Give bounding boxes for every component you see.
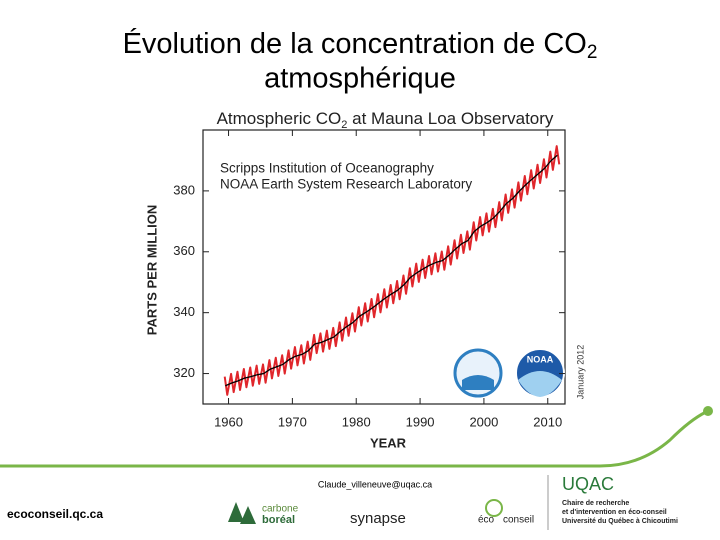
annotation: NOAA Earth System Research Laboratory (220, 177, 472, 192)
y-tick-label: 360 (173, 243, 195, 258)
chart-title-rest: at Mauna Loa Observatory (352, 109, 554, 128)
chaire: Chaire de recherche (562, 500, 629, 507)
boreal-text: boréal (262, 514, 295, 526)
synapse-text: synapse (350, 510, 406, 527)
logo-bird (518, 371, 562, 397)
series-line (225, 154, 558, 387)
uqac: UQAC (562, 474, 614, 494)
logo-label: NOAA (527, 354, 554, 364)
x-tick-label: 1960 (214, 414, 243, 429)
chaire: et d'intervention en éco-conseil (562, 509, 667, 516)
slide-title: Évolution de la concentration de CO2 (123, 27, 598, 63)
green-swoosh (0, 410, 707, 468)
noaa-logo: NOAA (515, 348, 565, 398)
note: January 2012 (575, 345, 585, 400)
plot-frame (202, 129, 566, 405)
x-tick-label: 1980 (342, 414, 371, 429)
email: Claude_villeneuve@uqac.ca (318, 479, 432, 489)
y-tick-label: 340 (173, 304, 195, 319)
chaire: Université du Québec à Chicoutimi (562, 518, 678, 525)
chart-title: Atmospheric CO2 at Mauna Loa Observatory (217, 109, 554, 130)
chart-title-subscript: 2 (341, 119, 347, 131)
site: ecoconseil.qc.ca (7, 507, 103, 521)
x-tick-label: 2000 (469, 414, 498, 429)
carbone-logo-trees (228, 502, 256, 524)
x-tick-label: 1990 (406, 414, 435, 429)
plot: 320 340 360 380 1960 1970 1980 1990 2000 2010 (173, 130, 565, 429)
chart-title-text: Atmospheric CO (217, 109, 342, 128)
annotation: Scripps Institution of Oceanography (220, 161, 434, 176)
scripps-logo (453, 348, 503, 398)
x-tick-label: 2010 (533, 414, 562, 429)
logo-wave (462, 375, 494, 390)
conseil-text: conseil (503, 515, 534, 526)
green-dot (703, 406, 713, 416)
x-axis-label: YEAR (370, 435, 407, 450)
y-axis-label: PARTS PER MILLION (144, 205, 159, 335)
eco-logo (485, 499, 503, 517)
title-subscript: 2 (587, 42, 598, 63)
carbone-text: carbone (262, 504, 299, 515)
y-tick-label: 380 (173, 182, 195, 197)
x-tick-label: 1970 (278, 414, 307, 429)
slide-title-line2: atmosphérique (264, 63, 456, 95)
y-tick-label: 320 (173, 365, 195, 380)
title-text: Évolution de la concentration de CO (123, 27, 587, 60)
eco-text: éco (478, 515, 495, 526)
